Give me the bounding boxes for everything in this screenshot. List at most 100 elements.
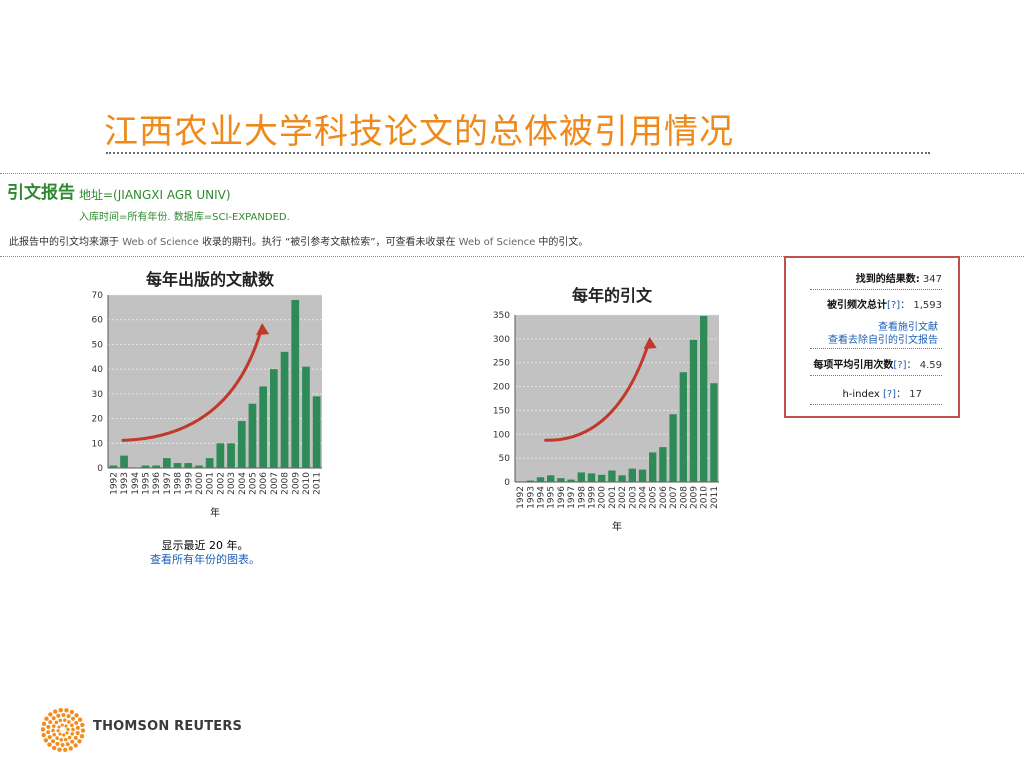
logo-dot bbox=[62, 718, 67, 722]
chart-published-title: 每年出版的文献数 bbox=[146, 270, 275, 289]
x-tick-label: 1997 bbox=[163, 472, 173, 495]
results-found-value: 347 bbox=[922, 274, 942, 285]
y-tick-label: 10 bbox=[92, 439, 104, 449]
x-tick-label: 1994 bbox=[537, 486, 547, 509]
logo-dot bbox=[74, 720, 79, 725]
bar-1999 bbox=[587, 473, 596, 482]
bar-1995 bbox=[547, 475, 555, 482]
x-tick-label: 2011 bbox=[313, 472, 323, 495]
bar-2003 bbox=[628, 468, 636, 482]
bar-2009 bbox=[291, 299, 300, 468]
bar-1992 bbox=[109, 465, 118, 468]
logo-dot bbox=[44, 716, 49, 721]
logo-dot bbox=[40, 727, 46, 732]
note-prefix: 此报告中的引文均来源于 bbox=[9, 237, 119, 248]
x-tick-label: 1998 bbox=[174, 472, 184, 495]
x-tick-label: 2001 bbox=[608, 486, 618, 509]
logo-dot bbox=[61, 713, 66, 718]
note-wos-1: Web of Science bbox=[122, 237, 199, 248]
x-tick-label: 2001 bbox=[206, 472, 216, 495]
x-axis-title: 年 bbox=[612, 520, 622, 533]
bar-2000 bbox=[598, 474, 606, 482]
report-note: 此报告中的引文均来源于 Web of Science 收录的期刊。执行 “被引参… bbox=[9, 233, 588, 248]
bar-2001 bbox=[608, 470, 616, 482]
y-tick-label: 70 bbox=[92, 291, 104, 301]
logo-dot bbox=[70, 732, 75, 736]
logo-dot bbox=[47, 735, 52, 740]
bar-2011 bbox=[312, 396, 321, 468]
bar-1994 bbox=[536, 477, 545, 482]
bar-1995 bbox=[141, 465, 150, 468]
x-tick-label: 1998 bbox=[577, 486, 587, 509]
bar-1996 bbox=[557, 478, 565, 482]
logo-dot bbox=[48, 712, 53, 717]
logo-dot bbox=[54, 720, 59, 725]
logo-dot bbox=[66, 727, 70, 731]
logo-dot bbox=[65, 731, 69, 735]
summary-divider bbox=[810, 404, 942, 405]
thomson-reuters-logo-icon bbox=[40, 707, 86, 753]
view-without-self-citations-link[interactable]: 查看去除自引的引文报告 bbox=[828, 335, 938, 346]
times-cited-sep: ： bbox=[900, 300, 911, 311]
x-tick-label: 1996 bbox=[152, 472, 162, 495]
x-tick-label: 2005 bbox=[649, 486, 659, 509]
x-tick-label: 2011 bbox=[710, 486, 720, 509]
bar-1999 bbox=[184, 463, 193, 468]
average-citations-help-link[interactable]: [?] bbox=[893, 360, 907, 371]
logo-dot bbox=[75, 725, 80, 730]
x-tick-label: 2000 bbox=[195, 472, 205, 495]
logo-dot bbox=[63, 737, 68, 742]
trend-arrow bbox=[121, 324, 264, 442]
citation-report-heading: 引文报告 bbox=[7, 183, 75, 203]
x-tick-label: 2004 bbox=[639, 486, 649, 509]
y-tick-label: 100 bbox=[493, 430, 510, 440]
x-tick-label: 2002 bbox=[216, 472, 226, 495]
logo-dot bbox=[48, 720, 53, 725]
h-index-help-link[interactable]: [?] bbox=[882, 389, 897, 400]
x-tick-label: 2004 bbox=[238, 472, 248, 495]
x-tick-label: 1992 bbox=[109, 472, 119, 495]
bar-1998 bbox=[577, 472, 585, 482]
bar-2011 bbox=[710, 383, 718, 482]
logo-dot bbox=[57, 747, 62, 752]
bar-2002 bbox=[216, 443, 225, 468]
citation-summary-box: 找到的结果数: 347 被引频次总计[?]： 1,593 查看施引文献 查看去除… bbox=[784, 256, 960, 418]
logo-dot bbox=[56, 729, 60, 733]
view-citing-articles-link[interactable]: 查看施引文献 bbox=[878, 322, 938, 333]
h-index-sep: ： bbox=[896, 389, 907, 400]
times-cited-help-link[interactable]: [?] bbox=[887, 300, 901, 311]
logo-dot bbox=[51, 728, 55, 733]
logo-dot bbox=[41, 721, 47, 726]
recent-years-note: 显示最近 20 年。 bbox=[150, 537, 260, 553]
logo-dot bbox=[47, 742, 52, 747]
bar-2007 bbox=[269, 369, 278, 468]
bar-2008 bbox=[280, 351, 289, 468]
charts-divider bbox=[0, 256, 1024, 257]
bar-2005 bbox=[248, 403, 257, 468]
y-tick-label: 50 bbox=[499, 454, 511, 464]
logo-dot bbox=[79, 734, 85, 739]
x-tick-label: 1993 bbox=[120, 472, 130, 495]
y-tick-label: 250 bbox=[493, 359, 510, 369]
logo-dot bbox=[80, 722, 85, 728]
summary-divider bbox=[810, 348, 942, 349]
logo-dot bbox=[58, 707, 63, 713]
logo-dot bbox=[77, 717, 83, 722]
x-tick-label: 1994 bbox=[131, 472, 141, 495]
bar-1993 bbox=[526, 480, 534, 482]
y-tick-label: 40 bbox=[92, 365, 104, 375]
all-years-link-wrap: 查看所有年份的图表。 bbox=[145, 551, 265, 567]
all-years-chart-link[interactable]: 查看所有年份的图表。 bbox=[150, 553, 260, 566]
bar-2008 bbox=[679, 372, 687, 482]
y-tick-label: 350 bbox=[493, 311, 510, 321]
x-tick-label: 2006 bbox=[659, 486, 669, 509]
x-tick-label: 2007 bbox=[270, 472, 280, 495]
logo-dot bbox=[70, 739, 75, 744]
times-cited-value: 1,593 bbox=[913, 300, 942, 311]
y-tick-label: 30 bbox=[92, 390, 104, 400]
search-query: 地址=(JIANGXI AGR UNIV) bbox=[79, 188, 231, 202]
results-found-label: 找到的结果数: bbox=[855, 274, 920, 285]
y-tick-label: 300 bbox=[493, 335, 510, 345]
x-tick-label: 2006 bbox=[259, 472, 269, 495]
